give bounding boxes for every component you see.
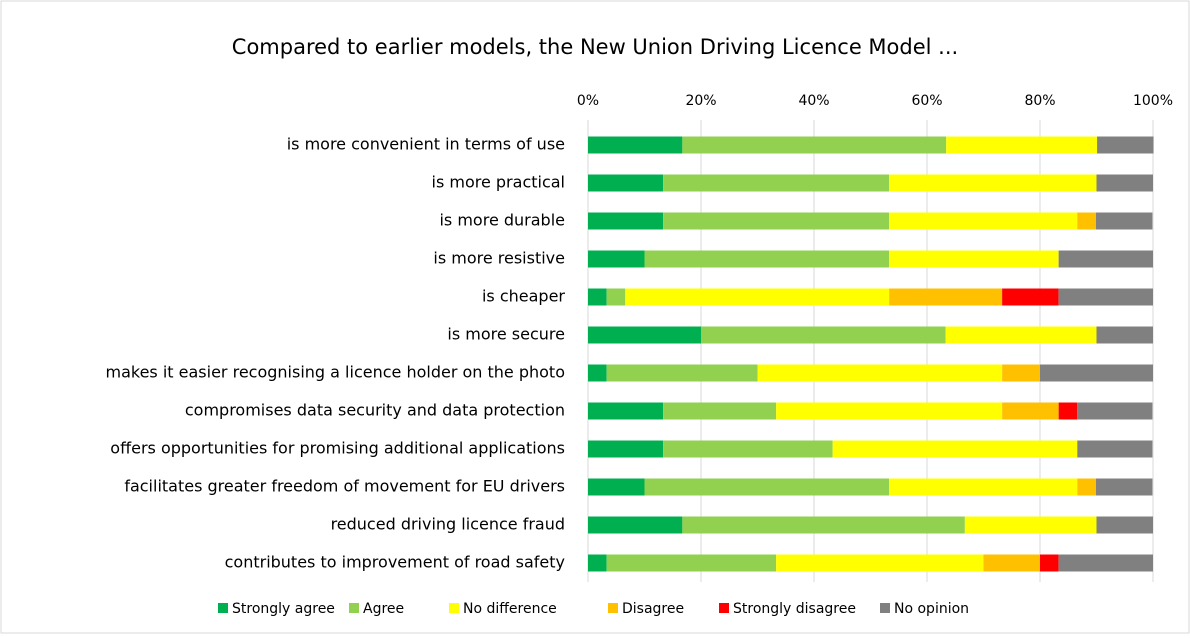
y-tick-label: offers opportunities for promising addit…	[110, 439, 565, 458]
bar-segment	[1096, 516, 1153, 534]
bar-segment	[1002, 288, 1059, 306]
bar-segment	[588, 516, 683, 534]
bar-segment	[1077, 402, 1153, 420]
legend-label: Strongly disagree	[733, 601, 856, 617]
bar-segment	[606, 288, 626, 306]
bar-segment	[588, 288, 607, 306]
legend-label: Strongly agree	[232, 601, 335, 617]
legend-swatch	[719, 603, 729, 613]
y-tick-label: is cheaper	[482, 287, 565, 306]
y-tick-label: contributes to improvement of road safet…	[225, 553, 565, 572]
bar-segment	[889, 212, 1078, 230]
bar-segment	[1058, 250, 1153, 268]
y-tick-label: compromises data security and data prote…	[185, 401, 565, 420]
legend-label: Disagree	[622, 601, 684, 617]
bar-segment	[644, 478, 890, 496]
bar-segment	[832, 440, 1078, 458]
bar-segment	[1040, 554, 1059, 572]
bar-segment	[945, 326, 1097, 344]
y-tick-label: is more practical	[432, 173, 566, 192]
x-tick-label: 0%	[577, 93, 599, 109]
bar-segment	[606, 364, 758, 382]
bar-segment	[588, 136, 683, 154]
bar-segment	[1002, 364, 1040, 382]
bar-segment	[889, 478, 1078, 496]
legend-swatch	[449, 603, 459, 613]
bar-segment	[588, 402, 664, 420]
legend-swatch	[349, 603, 359, 613]
bar-segment	[1002, 402, 1059, 420]
bar-segment	[663, 212, 890, 230]
y-tick-label: is more resistive	[433, 249, 565, 268]
bar-segment	[588, 440, 664, 458]
bar-segment	[983, 554, 1040, 572]
bar-segment	[588, 326, 701, 344]
y-tick-label: is more secure	[447, 325, 565, 344]
x-tick-label: 80%	[1024, 93, 1055, 109]
bar-segment	[776, 402, 1003, 420]
bar-segment	[776, 554, 984, 572]
bar-segment	[1096, 174, 1153, 192]
legend-label: Agree	[363, 601, 404, 617]
chart-title: Compared to earlier models, the New Unio…	[232, 35, 958, 59]
bar-segment	[588, 554, 607, 572]
bar-segment	[1077, 478, 1096, 496]
bar-segment	[663, 402, 777, 420]
y-tick-label: is more durable	[439, 211, 565, 230]
bar-segment	[682, 136, 947, 154]
legend-swatch	[218, 603, 228, 613]
bar-segment	[625, 288, 890, 306]
legend-swatch	[880, 603, 890, 613]
bar-segment	[644, 250, 890, 268]
bar-segment	[588, 478, 645, 496]
bar-segment	[701, 326, 946, 344]
bar-segment	[606, 554, 777, 572]
bar-segment	[1097, 136, 1154, 154]
legend-label: No difference	[463, 601, 557, 617]
bar-segment	[1040, 364, 1153, 382]
bar-segment	[663, 174, 890, 192]
bar-segment	[946, 136, 1098, 154]
bar-segment	[588, 212, 664, 230]
x-tick-label: 100%	[1133, 93, 1173, 109]
bar-segment	[1077, 212, 1096, 230]
bar-segment	[588, 174, 664, 192]
bar-segment	[1095, 212, 1153, 230]
legend-swatch	[608, 603, 618, 613]
x-tick-label: 40%	[798, 93, 829, 109]
y-tick-label: makes it easier recognising a licence ho…	[106, 363, 566, 382]
bar-segment	[1058, 288, 1153, 306]
legend-label: No opinion	[894, 601, 969, 617]
bar-segment	[1077, 440, 1153, 458]
bar-segment	[757, 364, 1003, 382]
y-tick-label: reduced driving licence fraud	[331, 515, 565, 534]
bar-segment	[889, 174, 1097, 192]
bar-segment	[663, 440, 833, 458]
bar-segment	[1058, 554, 1153, 572]
bar-segment	[1058, 402, 1078, 420]
bar-segment	[1095, 478, 1153, 496]
bar-segment	[588, 364, 607, 382]
bar-segment	[964, 516, 1097, 534]
bar-segment	[889, 250, 1059, 268]
bar-segment	[588, 250, 645, 268]
y-tick-label: is more convenient in terms of use	[287, 135, 565, 154]
bar-segment	[682, 516, 965, 534]
x-tick-label: 20%	[685, 93, 716, 109]
y-tick-label: facilitates greater freedom of movement …	[124, 477, 565, 496]
x-tick-label: 60%	[911, 93, 942, 109]
bar-segment	[1096, 326, 1153, 344]
bar-segment	[889, 288, 1003, 306]
